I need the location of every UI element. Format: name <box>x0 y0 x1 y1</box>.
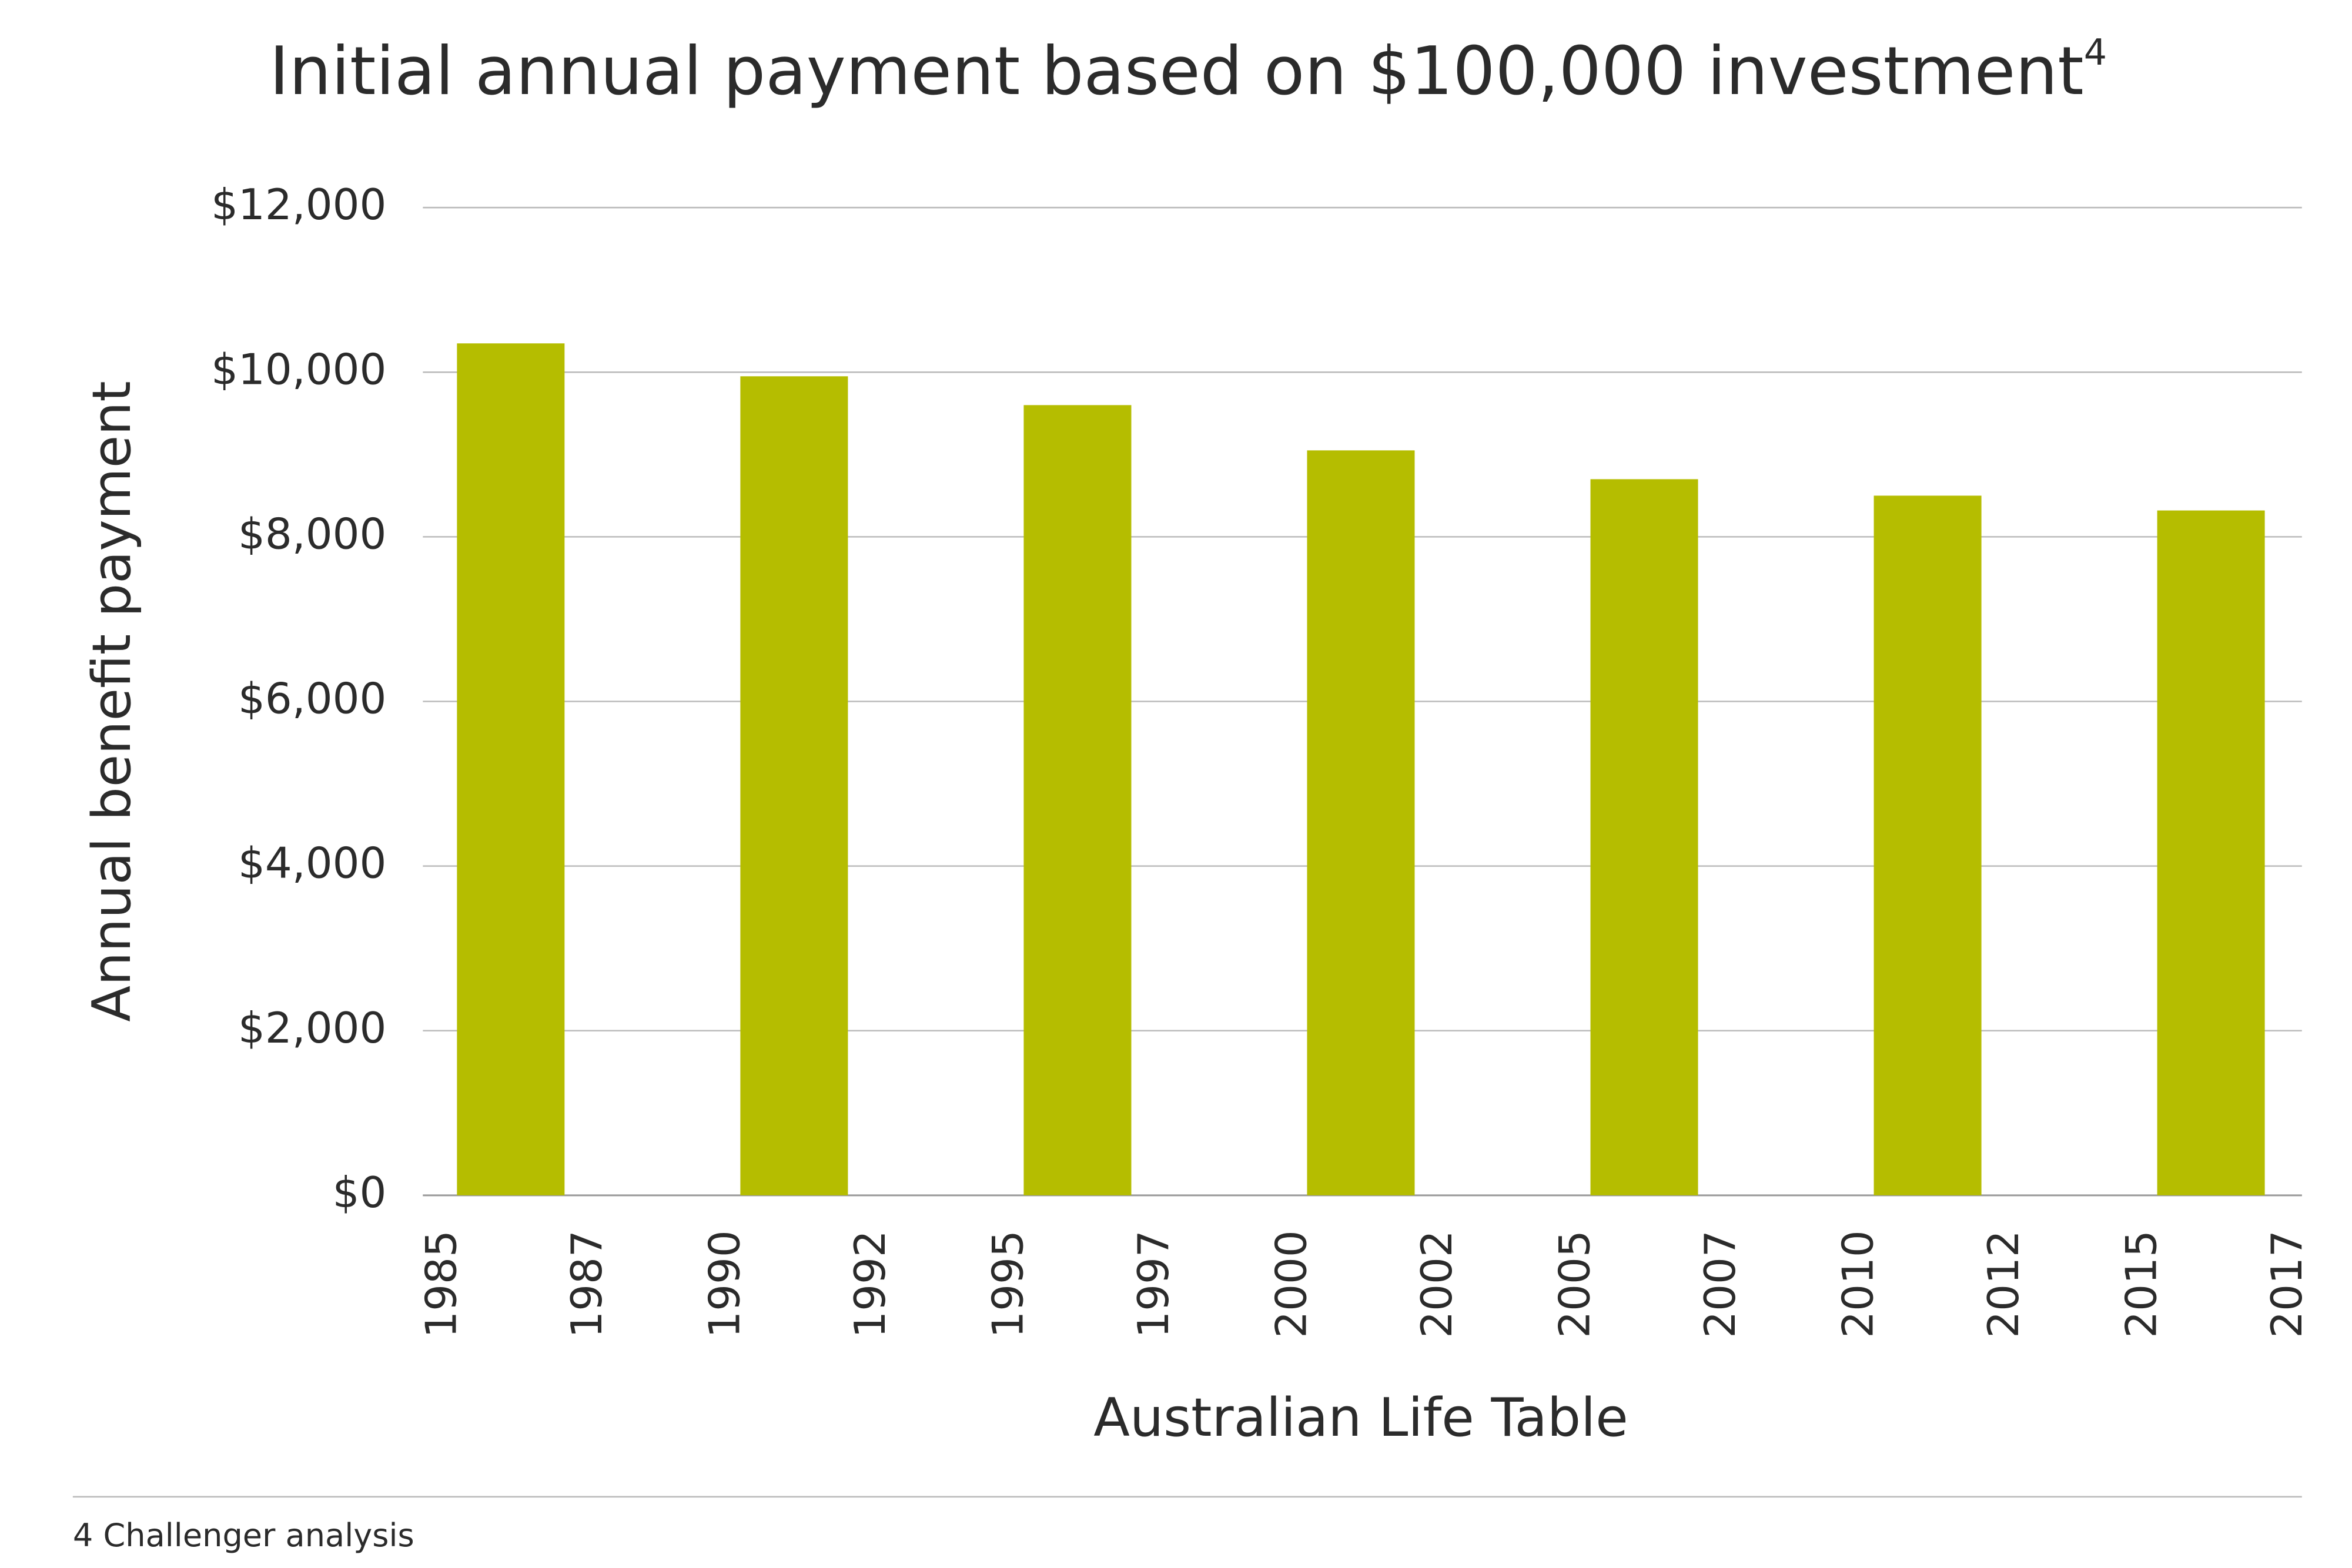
x-tick-label: 2015 <box>2117 1230 2167 1338</box>
x-tick-label: 1987 <box>563 1230 612 1338</box>
bar <box>740 376 848 1195</box>
x-tick-label: 2000 <box>1267 1230 1317 1338</box>
x-tick-label: 1990 <box>700 1230 750 1338</box>
y-tick-label: $4,000 <box>238 839 386 889</box>
bar <box>1307 450 1415 1195</box>
x-tick-label: 1985 <box>417 1230 466 1338</box>
bar <box>457 343 565 1195</box>
x-tick-label: 2010 <box>1834 1230 1883 1338</box>
x-tick-label: 2007 <box>1696 1230 1745 1338</box>
footnote: 4 Challenger analysis <box>73 1517 414 1554</box>
title-text: Initial annual payment based on $100,000… <box>269 32 2083 110</box>
x-tick-label: 2002 <box>1413 1230 1462 1338</box>
y-tick-label: $10,000 <box>211 345 386 394</box>
x-tick-label: 1997 <box>1129 1230 1179 1338</box>
y-tick-label: $2,000 <box>238 1004 386 1053</box>
x-tick-label: 1995 <box>984 1230 1033 1338</box>
x-tick-label: 1992 <box>846 1230 895 1338</box>
x-tick-label: 2012 <box>1979 1230 2029 1338</box>
title-footnote-mark: 4 <box>2084 31 2107 73</box>
y-tick-label: $12,000 <box>211 180 386 230</box>
bar <box>2157 510 2265 1195</box>
bar <box>1023 405 1132 1195</box>
y-axis-title: Annual benefit payment <box>81 381 143 1022</box>
x-tick-label: 2005 <box>1551 1230 1600 1338</box>
bar <box>1590 479 1698 1195</box>
y-tick-label: $6,000 <box>238 675 386 724</box>
bar <box>1873 495 1982 1195</box>
chart-title: Initial annual payment based on $100,000… <box>269 31 2107 110</box>
y-tick-label: $8,000 <box>238 510 386 559</box>
y-tick-label: $0 <box>333 1168 387 1218</box>
x-axis-title: Australian Life Table <box>1093 1387 1628 1449</box>
x-tick-label: 2017 <box>2263 1230 2312 1338</box>
